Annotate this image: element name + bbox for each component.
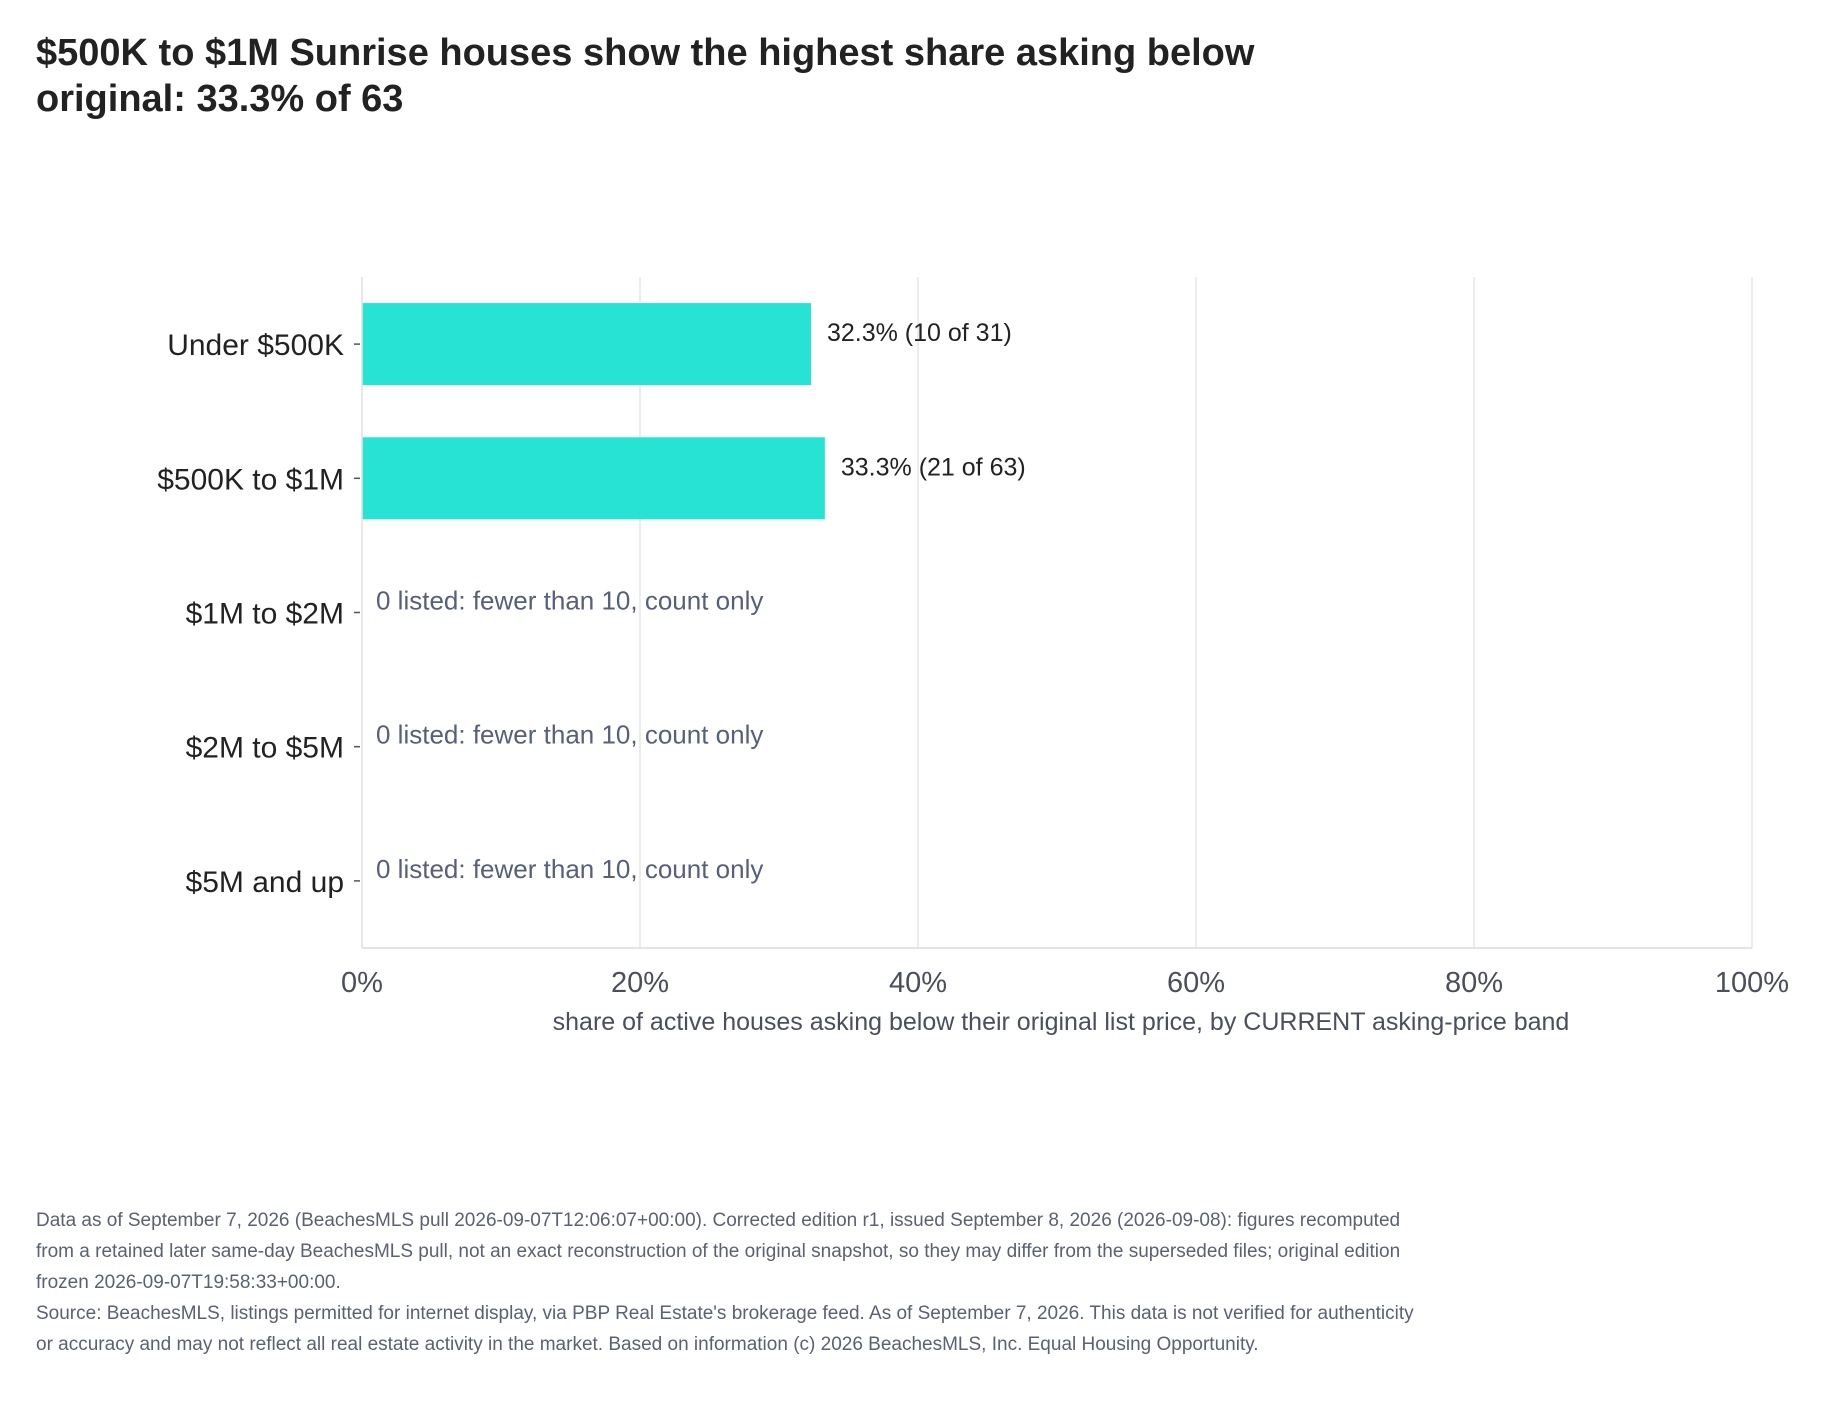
x-tick-label: 80% [1445,967,1503,999]
y-tick-label: $5M and up [186,866,344,899]
count-only-note: 0 listed: fewer than 10, count only [376,720,763,750]
y-tick-label: $500K to $1M [157,463,344,496]
chart-title: $500K to $1M Sunrise houses show the hig… [36,32,1255,120]
x-tick-label: 0% [341,967,383,999]
count-only-note: 0 listed: fewer than 10, count only [376,586,763,616]
x-tick-label: 40% [889,967,947,999]
x-axis-label: share of active houses asking below thei… [553,1008,1570,1036]
y-axis: Under $500K $500K to $1M $1M to $2M $2M to … [157,277,363,948]
x-axis: 0% 20% 40% 60% 80% 100% [341,947,1789,999]
bar-chart: 32.3% (10 of 31) 33.3% (21 of 63) 0 listed… [157,277,1789,1036]
x-tick-label: 60% [1167,967,1225,999]
data-label: 33.3% (21 of 63) [841,453,1026,481]
data-label: 32.3% (10 of 31) [827,319,1012,347]
bar [362,303,811,386]
x-tick-label: 20% [611,967,669,999]
count-only-note: 0 listed: fewer than 10, count only [376,854,763,884]
x-tick-label: 100% [1715,967,1789,999]
bar [362,437,825,520]
footnote-data-note: Data as of September 7, 2026 (BeachesMLS… [36,1210,1401,1293]
y-tick-label: $2M to $5M [186,732,344,765]
footnote-source: Source: BeachesMLS, listings permitted f… [36,1303,1414,1355]
footnote: Data as of September 7, 2026 (BeachesMLS… [36,1205,1416,1360]
y-tick-label: Under $500K [167,329,344,362]
y-tick-label: $1M to $2M [186,598,344,631]
bars: 32.3% (10 of 31) 33.3% (21 of 63) 0 listed… [362,303,1026,884]
